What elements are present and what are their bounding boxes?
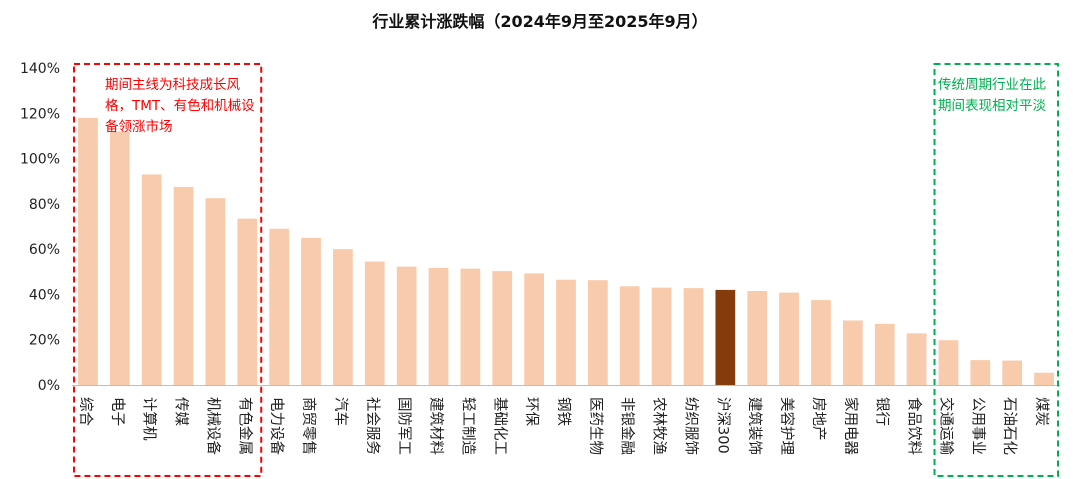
x-tick-label: 基础化工 [491,397,508,455]
annotation-right: 传统周期行业在此期间表现相对平淡 [938,77,1046,114]
y-tick-label: 40% [29,287,60,303]
x-tick-label: 非银金融 [619,397,636,455]
bar [1034,372,1054,385]
x-tick-label: 电力设备 [268,397,285,455]
x-tick-label: 机械设备 [204,397,221,455]
x-tick-label: 汽车 [332,397,349,426]
x-tick-label: 家用电器 [842,397,859,455]
x-tick-label: 轻工制造 [459,397,476,455]
y-axis-ticks: 0% 20% 40% 60% 80% 100% 120% 140% [20,61,60,394]
bar [683,288,704,385]
y-tick-label: 80% [29,197,60,213]
bar [874,323,895,385]
x-tick-label: 计算机 [141,397,158,441]
bar [651,287,672,385]
x-tick-label: 食品饮料 [906,397,923,455]
x-tick-label: 社会服务 [364,397,381,455]
x-tick-label: 交通运输 [937,397,955,455]
x-tick-label: 银行 [874,397,891,426]
bar [938,340,959,385]
bar [205,198,226,385]
bar [556,279,576,385]
bar-highlight [715,289,736,385]
bar [173,186,194,385]
highlight-box-left [73,63,263,477]
x-tick-label: 有色金属 [236,397,253,455]
x-tick-label: 房地产 [810,397,827,441]
annotation-left: 期间主线为科技成长风格，TMT、有色和机械设备领涨市场 [105,77,255,135]
x-tick-label: 农林牧渔 [651,397,668,455]
y-tick-label: 60% [29,242,60,258]
bar [364,261,385,385]
x-tick-label: 沪深300 [714,397,731,454]
highlight-box-right [933,63,1059,477]
y-tick-label: 120% [20,106,60,122]
bar [460,268,481,385]
bar [842,320,863,385]
bar [587,280,608,385]
bar [237,218,258,385]
bar-series [78,117,1054,386]
bar [109,131,130,385]
bar [492,271,513,385]
x-tick-label: 国防军工 [396,397,413,455]
bar [811,300,831,385]
bar [970,360,991,385]
x-tick-label: 建筑装饰 [746,397,763,455]
x-tick-label: 美容护理 [778,397,795,455]
bar [141,174,162,385]
chart-title: 行业累计涨跌幅（2024年9月至2025年9月） [372,12,708,31]
bar [428,267,449,385]
bar [747,291,768,385]
y-tick-label: 20% [29,333,60,349]
x-tick-label: 建筑材料 [428,397,445,455]
bar [301,237,321,385]
y-tick-label: 0% [38,378,60,394]
x-axis-labels: 综合 电子 计算机 传媒 机械设备 有色金属 电力设备 商贸零售 汽车 社会服务 国防军工 建筑材料轻… [77,397,1050,455]
bar [1002,360,1023,385]
x-tick-label: 环保 [523,397,540,426]
x-tick-label: 煤炭 [1033,397,1050,426]
x-tick-label: 公用事业 [969,397,986,455]
x-tick-label: 纺织服饰 [682,397,699,455]
bar [78,117,98,386]
x-tick-label: 钢铁 [555,397,572,426]
x-tick-label: 综合 [77,397,94,426]
x-tick-label: 医药生物 [587,397,604,455]
bar [269,228,290,385]
bar [779,292,799,385]
x-tick-label: 电子 [109,397,126,426]
x-tick-label: 商贸零售 [300,397,317,455]
y-tick-label: 140% [20,61,60,77]
bar [619,286,640,385]
y-tick-label: 100% [20,152,60,168]
bar [333,249,353,385]
x-tick-label: 石油石化 [1001,397,1018,455]
x-tick-label: 传媒 [173,397,190,426]
bar [906,333,927,385]
bar [524,273,545,385]
bar [396,266,417,385]
